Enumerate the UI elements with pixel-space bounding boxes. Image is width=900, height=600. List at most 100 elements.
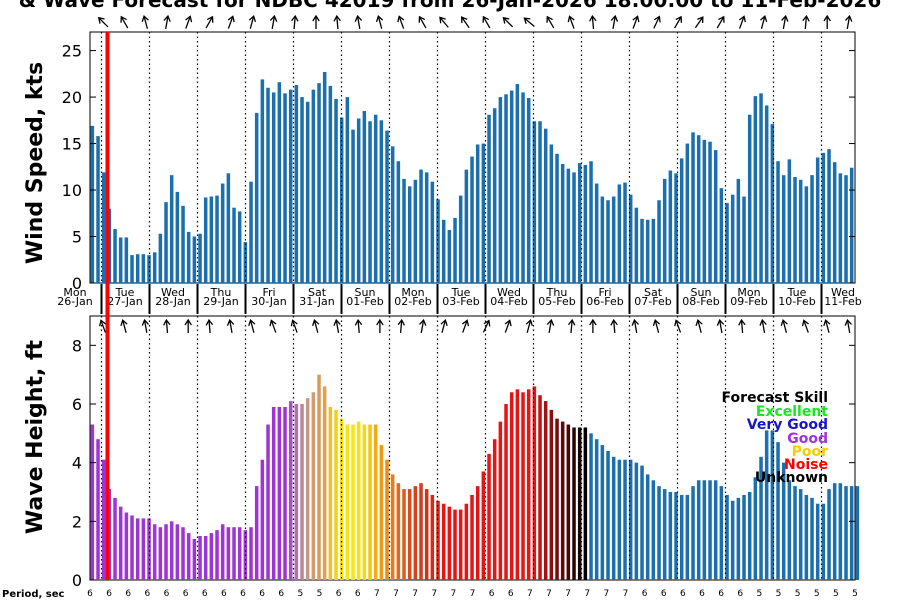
wind-bar [719, 188, 724, 283]
wave-bar [736, 497, 741, 580]
wave-arrow-icon [823, 319, 831, 333]
wind-bar [815, 157, 820, 283]
wave-bar [402, 489, 406, 580]
wave-bar [481, 471, 486, 580]
period-value: 5 [776, 589, 782, 599]
day-label-date: 06-Feb [586, 295, 623, 308]
period-value: 6 [661, 589, 667, 599]
wave-bar [407, 489, 412, 580]
period-value: 5 [317, 589, 323, 599]
wind-arrow-icon [694, 16, 704, 29]
wind-bar [600, 196, 605, 283]
wave-bar [135, 518, 140, 580]
wave-bar [770, 430, 775, 580]
wave-bar [600, 445, 605, 580]
wave-bar [413, 486, 418, 580]
wave-arrow-icon [504, 319, 512, 333]
period-value: 6 [145, 589, 151, 599]
wave-bar [628, 459, 633, 580]
wind-arrow-icon [418, 15, 427, 29]
wind-bar [776, 161, 780, 283]
wave-bar [396, 483, 401, 580]
wave-arrow-icon [652, 319, 661, 333]
wind-bar [130, 255, 134, 283]
wave-bar [249, 527, 253, 580]
wind-bar [492, 108, 497, 283]
wave-bar [821, 503, 826, 580]
period-value: 5 [298, 589, 304, 599]
wind-bar [356, 118, 361, 284]
period-value: 6 [106, 589, 112, 599]
wave-arrow-icon [440, 319, 448, 333]
wave-arrow-icon [419, 318, 427, 334]
wind-bar [209, 196, 214, 283]
wind-bar [294, 84, 299, 284]
wind-direction-arrows [97, 14, 853, 30]
wave-arrow-icon [226, 318, 235, 334]
wave-bar [515, 389, 520, 580]
wind-bar [549, 144, 554, 283]
wind-bar [532, 121, 537, 284]
wave-bar [521, 392, 525, 580]
wave-bar [373, 424, 378, 580]
wind-bar [538, 121, 542, 284]
wind-bar [657, 200, 661, 283]
wind-bar [396, 161, 401, 283]
wind-bar [674, 173, 678, 283]
wave-bar [589, 433, 593, 580]
wave-arrow-icon [397, 318, 406, 334]
wind-arrow-icon [502, 16, 514, 28]
wind-bar [164, 202, 168, 283]
wave-arrow-icon [738, 318, 746, 334]
wave-bar [532, 386, 537, 580]
wave-bar [470, 494, 474, 580]
wave-bar [90, 424, 95, 580]
period-value: 7 [604, 589, 610, 599]
wind-bar [611, 196, 616, 283]
wave-bar [651, 480, 656, 580]
wave-bar [368, 424, 372, 580]
period-value: 6 [202, 589, 208, 599]
day-label-date: 01-Feb [346, 295, 383, 308]
wave-arrow-icon [759, 318, 767, 334]
wave-bar [538, 395, 542, 580]
wind-bar [821, 152, 826, 283]
wind-bar [226, 173, 231, 283]
wave-bar [458, 509, 463, 580]
period-value: 7 [584, 589, 590, 599]
legend-title: Forecast Skill [722, 390, 828, 406]
wind-arrow-icon [589, 14, 597, 30]
period-value: 6 [699, 589, 705, 599]
wave-arrow-icon [716, 318, 725, 334]
wave-bar [679, 494, 684, 580]
wind-arrow-icon [845, 14, 853, 30]
period-value: 6 [125, 589, 131, 599]
wave-bar [266, 424, 270, 580]
wave-bar [271, 406, 276, 580]
wave-bar [492, 439, 497, 580]
wind-bar [447, 230, 452, 283]
wind-bar [651, 218, 656, 283]
wind-arrow-icon [567, 15, 575, 29]
wave-midnight-gridlines [100, 316, 823, 580]
wave-bar [118, 506, 123, 580]
wind-bar [713, 150, 718, 283]
wind-bar [181, 205, 185, 283]
period-value: 6 [240, 589, 246, 599]
wave-bar [436, 500, 440, 580]
day-label-dow: Fri [262, 286, 275, 299]
wind-bar [487, 114, 491, 284]
wind-bar [742, 196, 746, 283]
wind-bar [288, 89, 293, 283]
period-value: 6 [642, 589, 648, 599]
wind-bar [696, 135, 701, 283]
legend-excellent: Excellent [756, 404, 828, 420]
wave-y-ticks: 0 2 4 6 8 [72, 336, 855, 590]
wave-bar [849, 486, 854, 580]
wind-arrow-icon [141, 15, 149, 29]
wind-bar [430, 181, 435, 283]
day-label-date: 07-Feb [634, 295, 671, 308]
wave-bar [708, 480, 712, 580]
period-value: 6 [508, 589, 514, 599]
